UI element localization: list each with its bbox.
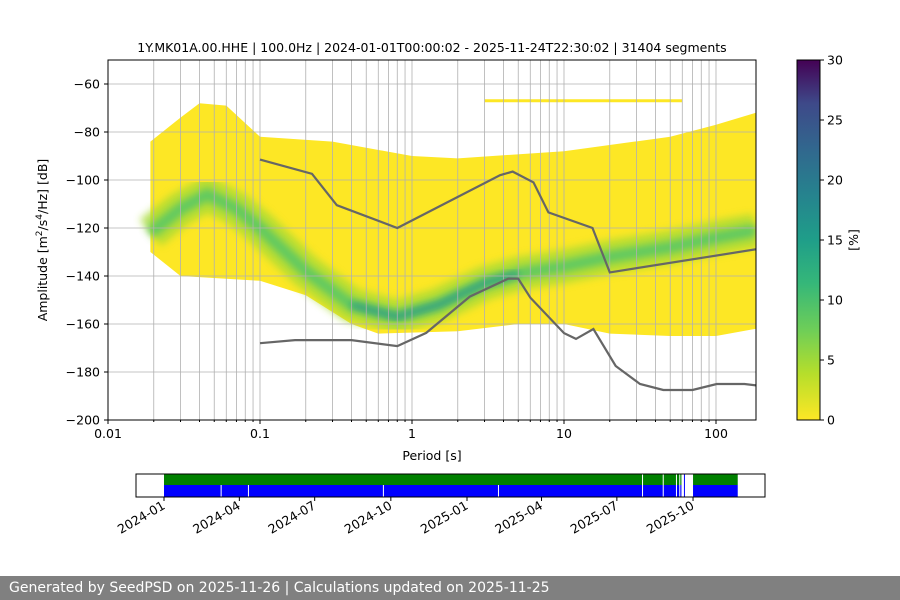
timeline-tick-label: 2025-10 bbox=[644, 498, 697, 537]
plot-area bbox=[108, 60, 756, 420]
timeline-tick-label: 2024-01 bbox=[115, 498, 168, 537]
timeline-bar-top bbox=[164, 474, 738, 485]
psd-band-peak bbox=[350, 271, 519, 320]
colorbar-tick-label: 25 bbox=[827, 113, 843, 128]
timeline-bar-bottom bbox=[164, 485, 738, 497]
data-availability-timeline: 2024-01 2024-04 2024-07 2024-10 2025-01 2025-… bbox=[115, 473, 766, 537]
y-tick-label: −180 bbox=[66, 365, 100, 380]
x-tick-label: 0.1 bbox=[250, 426, 270, 441]
y-axis-label: Amplitude [m2/s4/Hz] [dB] bbox=[35, 159, 50, 322]
timeline-tick-label: 2024-10 bbox=[342, 498, 395, 537]
x-tick-label: 0.01 bbox=[94, 426, 122, 441]
colorbar-tick-label: 15 bbox=[827, 233, 843, 248]
y-tick-label: −140 bbox=[66, 269, 100, 284]
x-tick-label: 1 bbox=[408, 426, 416, 441]
timeline-tick-label: 2024-04 bbox=[190, 498, 243, 537]
footer-text: Generated by SeedPSD on 2025-11-26 | Cal… bbox=[0, 576, 900, 600]
timeline-tick-label: 2025-04 bbox=[492, 498, 545, 537]
nlnm-line bbox=[259, 277, 756, 392]
colorbar-tick-label: 5 bbox=[827, 353, 835, 368]
y-tick-label: −80 bbox=[74, 125, 100, 140]
y-tick-label: −160 bbox=[66, 317, 100, 332]
chart-title: 1Y.MK01A.00.HHE | 100.0Hz | 2024-01-01T0… bbox=[137, 40, 726, 55]
timeline-gap-range bbox=[681, 474, 694, 497]
colorbar-tick-label: 20 bbox=[827, 173, 843, 188]
y-tick-label: −100 bbox=[66, 173, 100, 188]
colorbar-tick-label: 10 bbox=[827, 293, 843, 308]
colorbar-label: [%] bbox=[846, 229, 861, 251]
plot-frame bbox=[107, 59, 757, 421]
timeline-tick-label: 2024-07 bbox=[265, 498, 318, 537]
timeline-tick-label: 2025-01 bbox=[418, 498, 471, 537]
x-axis-label: Period [s] bbox=[402, 448, 461, 463]
x-tick-label: 10 bbox=[556, 426, 572, 441]
timeline-tick-label: 2025-07 bbox=[568, 498, 621, 537]
colorbar bbox=[796, 59, 821, 421]
x-tick-label: 100 bbox=[704, 426, 728, 441]
colorbar-tick-label: 30 bbox=[827, 53, 843, 68]
nhnm-line bbox=[259, 158, 756, 274]
colorbar-tick-label: 0 bbox=[827, 413, 835, 428]
y-tick-label: −60 bbox=[74, 77, 100, 92]
y-tick-label: −200 bbox=[66, 413, 100, 428]
y-tick-label: −120 bbox=[66, 221, 100, 236]
timeline-frame bbox=[135, 473, 766, 498]
